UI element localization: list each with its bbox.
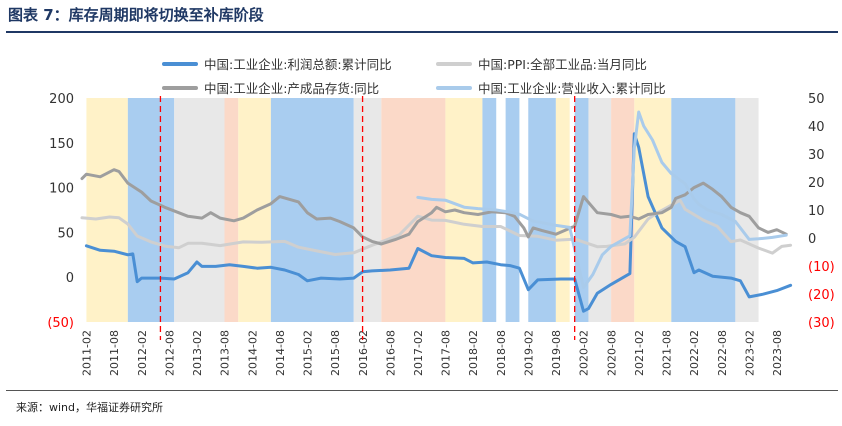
x-tick-label: 2019-02: [522, 330, 535, 376]
title-divider: [6, 31, 838, 33]
y-left-tick-label: 200: [49, 92, 74, 107]
y-left-tick-label: 100: [49, 182, 74, 197]
legend-swatch-inventory: [162, 85, 198, 90]
x-tick-label: 2015-02: [302, 330, 315, 376]
x-tick-label: 2013-08: [219, 330, 232, 376]
phase-band-17: [671, 98, 736, 322]
line-chart: 200150100500(50)50403020100(10)(20)(30)2…: [47, 92, 835, 376]
x-tick-label: 2023-08: [771, 330, 784, 376]
phase-band-6: [353, 98, 382, 322]
y-right-tick-label: 10: [808, 204, 825, 219]
y-right-tick-label: (10): [808, 260, 835, 275]
x-tick-label: 2019-08: [550, 330, 563, 376]
x-tick-label: 2014-08: [274, 330, 287, 376]
phase-band-15: [611, 98, 635, 322]
legend-item-revenue: 中国:工业企业:营业收入:累计同比: [436, 78, 666, 97]
y-right-tick-label: (20): [808, 288, 835, 303]
legend-label-ppi: 中国:PPI:全部工业品:当月同比: [478, 57, 647, 72]
x-tick-label: 2013-02: [191, 330, 204, 376]
phase-band-2: [174, 98, 225, 322]
page-title: 图表 7：库存周期即将切换至补库阶段: [8, 6, 264, 24]
series-line-inventory: [80, 168, 788, 246]
phase-band-0: [86, 98, 128, 322]
y-right-tick-label: 0: [808, 232, 816, 247]
legend-item-inventory: 中国:工业企业:产成品存货:同比: [162, 78, 379, 97]
x-tick-label: 2012-08: [163, 330, 176, 376]
x-tick-label: 2011-02: [81, 330, 94, 376]
y-right-tick-label: 20: [808, 176, 825, 191]
x-tick-label: 2017-02: [412, 330, 425, 376]
phase-band-18: [735, 98, 759, 322]
phase-band-10: [505, 98, 520, 322]
y-left-tick-label: 50: [57, 226, 74, 241]
x-tick-label: 2012-02: [136, 330, 149, 376]
x-tick-label: 2021-02: [633, 330, 646, 376]
phase-band-3: [224, 98, 239, 322]
x-tick-label: 2018-08: [495, 330, 508, 376]
x-tick-label: 2020-08: [605, 330, 618, 376]
y-left-tick-label: 0: [66, 271, 74, 286]
legend-swatch-revenue: [436, 85, 472, 90]
x-tick-label: 2022-02: [688, 330, 701, 376]
series-line-profit: [84, 132, 793, 313]
footer-divider: [6, 390, 838, 391]
x-tick-label: 2021-08: [661, 330, 674, 376]
x-tick-label: 2017-08: [440, 330, 453, 376]
x-tick-label: 2014-02: [246, 330, 259, 376]
y-right-tick-label: (30): [808, 316, 835, 331]
y-right-tick-label: 40: [808, 120, 825, 135]
y-right-tick-label: 30: [808, 148, 825, 163]
chart-legend: 中国:工业企业:利润总额:累计同比 中国:PPI:全部工业品:当月同比 中国:工…: [0, 50, 842, 96]
source-note: 来源：wind，华福证券研究所: [16, 401, 164, 414]
x-tick-label: 2016-08: [384, 330, 397, 376]
legend-label-revenue: 中国:工业企业:营业收入:累计同比: [478, 81, 666, 96]
phase-band-5: [270, 98, 354, 322]
x-tick-label: 2011-08: [108, 330, 121, 376]
legend-label-inventory: 中国:工业企业:产成品存货:同比: [204, 81, 380, 96]
x-tick-label: 2015-08: [329, 330, 342, 376]
legend-swatch-profit: [162, 61, 198, 66]
legend-item-ppi: 中国:PPI:全部工业品:当月同比: [436, 54, 647, 73]
y-left-tick-label: 150: [49, 137, 74, 152]
y-left-tick-label: (50): [47, 316, 74, 331]
x-tick-label: 2023-02: [743, 330, 756, 376]
x-tick-label: 2020-02: [578, 330, 591, 376]
series-line-ppi: [80, 198, 793, 256]
x-tick-label: 2018-02: [467, 330, 480, 376]
x-tick-label: 2016-02: [357, 330, 370, 376]
y-right-tick-label: 50: [808, 92, 825, 107]
phase-band-14: [588, 98, 612, 322]
phase-band-12: [555, 98, 570, 322]
legend-label-profit: 中国:工业企业:利润总额:累计同比: [204, 57, 392, 72]
series-line-revenue: [416, 110, 788, 290]
phase-band-1: [127, 98, 175, 322]
legend-swatch-ppi: [436, 61, 472, 66]
x-tick-label: 2022-08: [716, 330, 729, 376]
phase-band-11: [528, 98, 556, 322]
legend-item-profit: 中国:工业企业:利润总额:累计同比: [162, 54, 392, 73]
